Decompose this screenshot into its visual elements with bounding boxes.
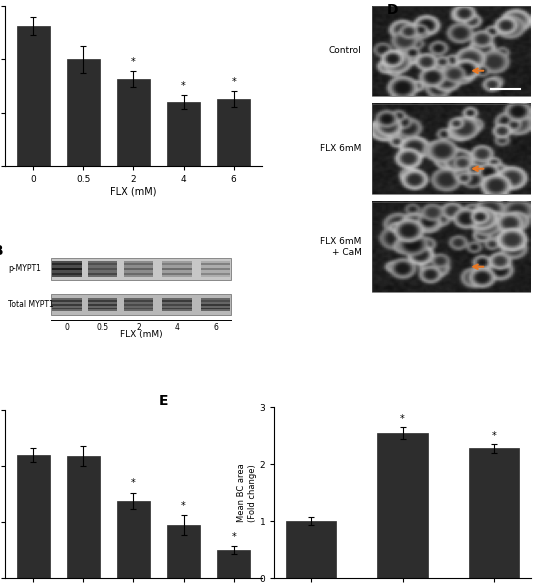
Bar [51, 294, 232, 315]
Bar [372, 104, 531, 194]
Bar [52, 263, 81, 265]
Text: Control: Control [329, 46, 361, 55]
Bar [218, 99, 250, 166]
Bar [88, 304, 117, 305]
Text: *: * [492, 431, 496, 441]
Bar [88, 308, 117, 310]
Bar [162, 273, 192, 274]
Text: 2: 2 [136, 324, 141, 332]
Bar [162, 300, 192, 302]
Bar [372, 6, 531, 96]
Bar [201, 260, 230, 277]
Bar [17, 26, 49, 166]
Text: *: * [131, 478, 136, 488]
Bar [52, 298, 81, 311]
Bar [52, 260, 81, 277]
Bar [124, 268, 153, 270]
Bar [201, 298, 230, 311]
Bar [124, 260, 153, 277]
Bar [88, 263, 117, 265]
Bar [117, 501, 150, 578]
Bar [51, 258, 232, 280]
Bar [469, 449, 519, 578]
Bar [377, 433, 428, 578]
Bar [286, 521, 336, 578]
Bar [372, 202, 531, 292]
Bar [201, 268, 230, 270]
Bar [167, 525, 200, 578]
Bar [162, 298, 192, 311]
Bar [162, 308, 192, 310]
Text: *: * [181, 81, 186, 91]
Bar [201, 304, 230, 305]
Bar [88, 260, 117, 277]
Bar [201, 273, 230, 274]
Text: *: * [400, 414, 405, 425]
Bar [218, 550, 250, 578]
Bar [201, 300, 230, 302]
Text: B: B [0, 244, 3, 258]
Bar [201, 308, 230, 310]
Text: p-MYPT1: p-MYPT1 [8, 264, 41, 273]
Bar [162, 263, 192, 265]
Bar [167, 102, 200, 166]
Bar [201, 263, 230, 265]
Text: *: * [232, 531, 236, 542]
Text: *: * [232, 77, 236, 88]
Bar [88, 273, 117, 274]
Y-axis label: Mean BC area
(Fold change): Mean BC area (Fold change) [237, 463, 257, 522]
Text: *: * [181, 501, 186, 511]
Text: D: D [387, 3, 399, 17]
Bar [52, 300, 81, 302]
Bar [52, 308, 81, 310]
Bar [67, 456, 100, 578]
Text: E: E [159, 394, 169, 408]
Text: 6: 6 [213, 324, 218, 332]
Text: FLX 6mM: FLX 6mM [320, 144, 361, 154]
Text: 0: 0 [64, 324, 69, 332]
Bar [52, 268, 81, 270]
Text: FLX (mM): FLX (mM) [120, 331, 162, 339]
X-axis label: FLX (mM): FLX (mM) [110, 187, 157, 197]
Text: *: * [131, 57, 136, 67]
Bar [52, 273, 81, 274]
Bar [67, 60, 100, 166]
Text: 4: 4 [175, 324, 180, 332]
Bar [162, 268, 192, 270]
Bar [117, 79, 150, 166]
Bar [52, 304, 81, 305]
Bar [88, 300, 117, 302]
Text: FLX 6mM
+ CaM: FLX 6mM + CaM [320, 237, 361, 256]
Bar [162, 260, 192, 277]
Bar [17, 455, 49, 578]
Text: 0.5: 0.5 [96, 324, 109, 332]
Text: Total MYPT1: Total MYPT1 [8, 300, 54, 310]
Bar [124, 263, 153, 265]
Bar [124, 300, 153, 302]
Bar [124, 273, 153, 274]
Bar [162, 304, 192, 305]
Bar [124, 308, 153, 310]
Bar [88, 298, 117, 311]
Bar [124, 304, 153, 305]
Bar [124, 298, 153, 311]
Bar [88, 268, 117, 270]
